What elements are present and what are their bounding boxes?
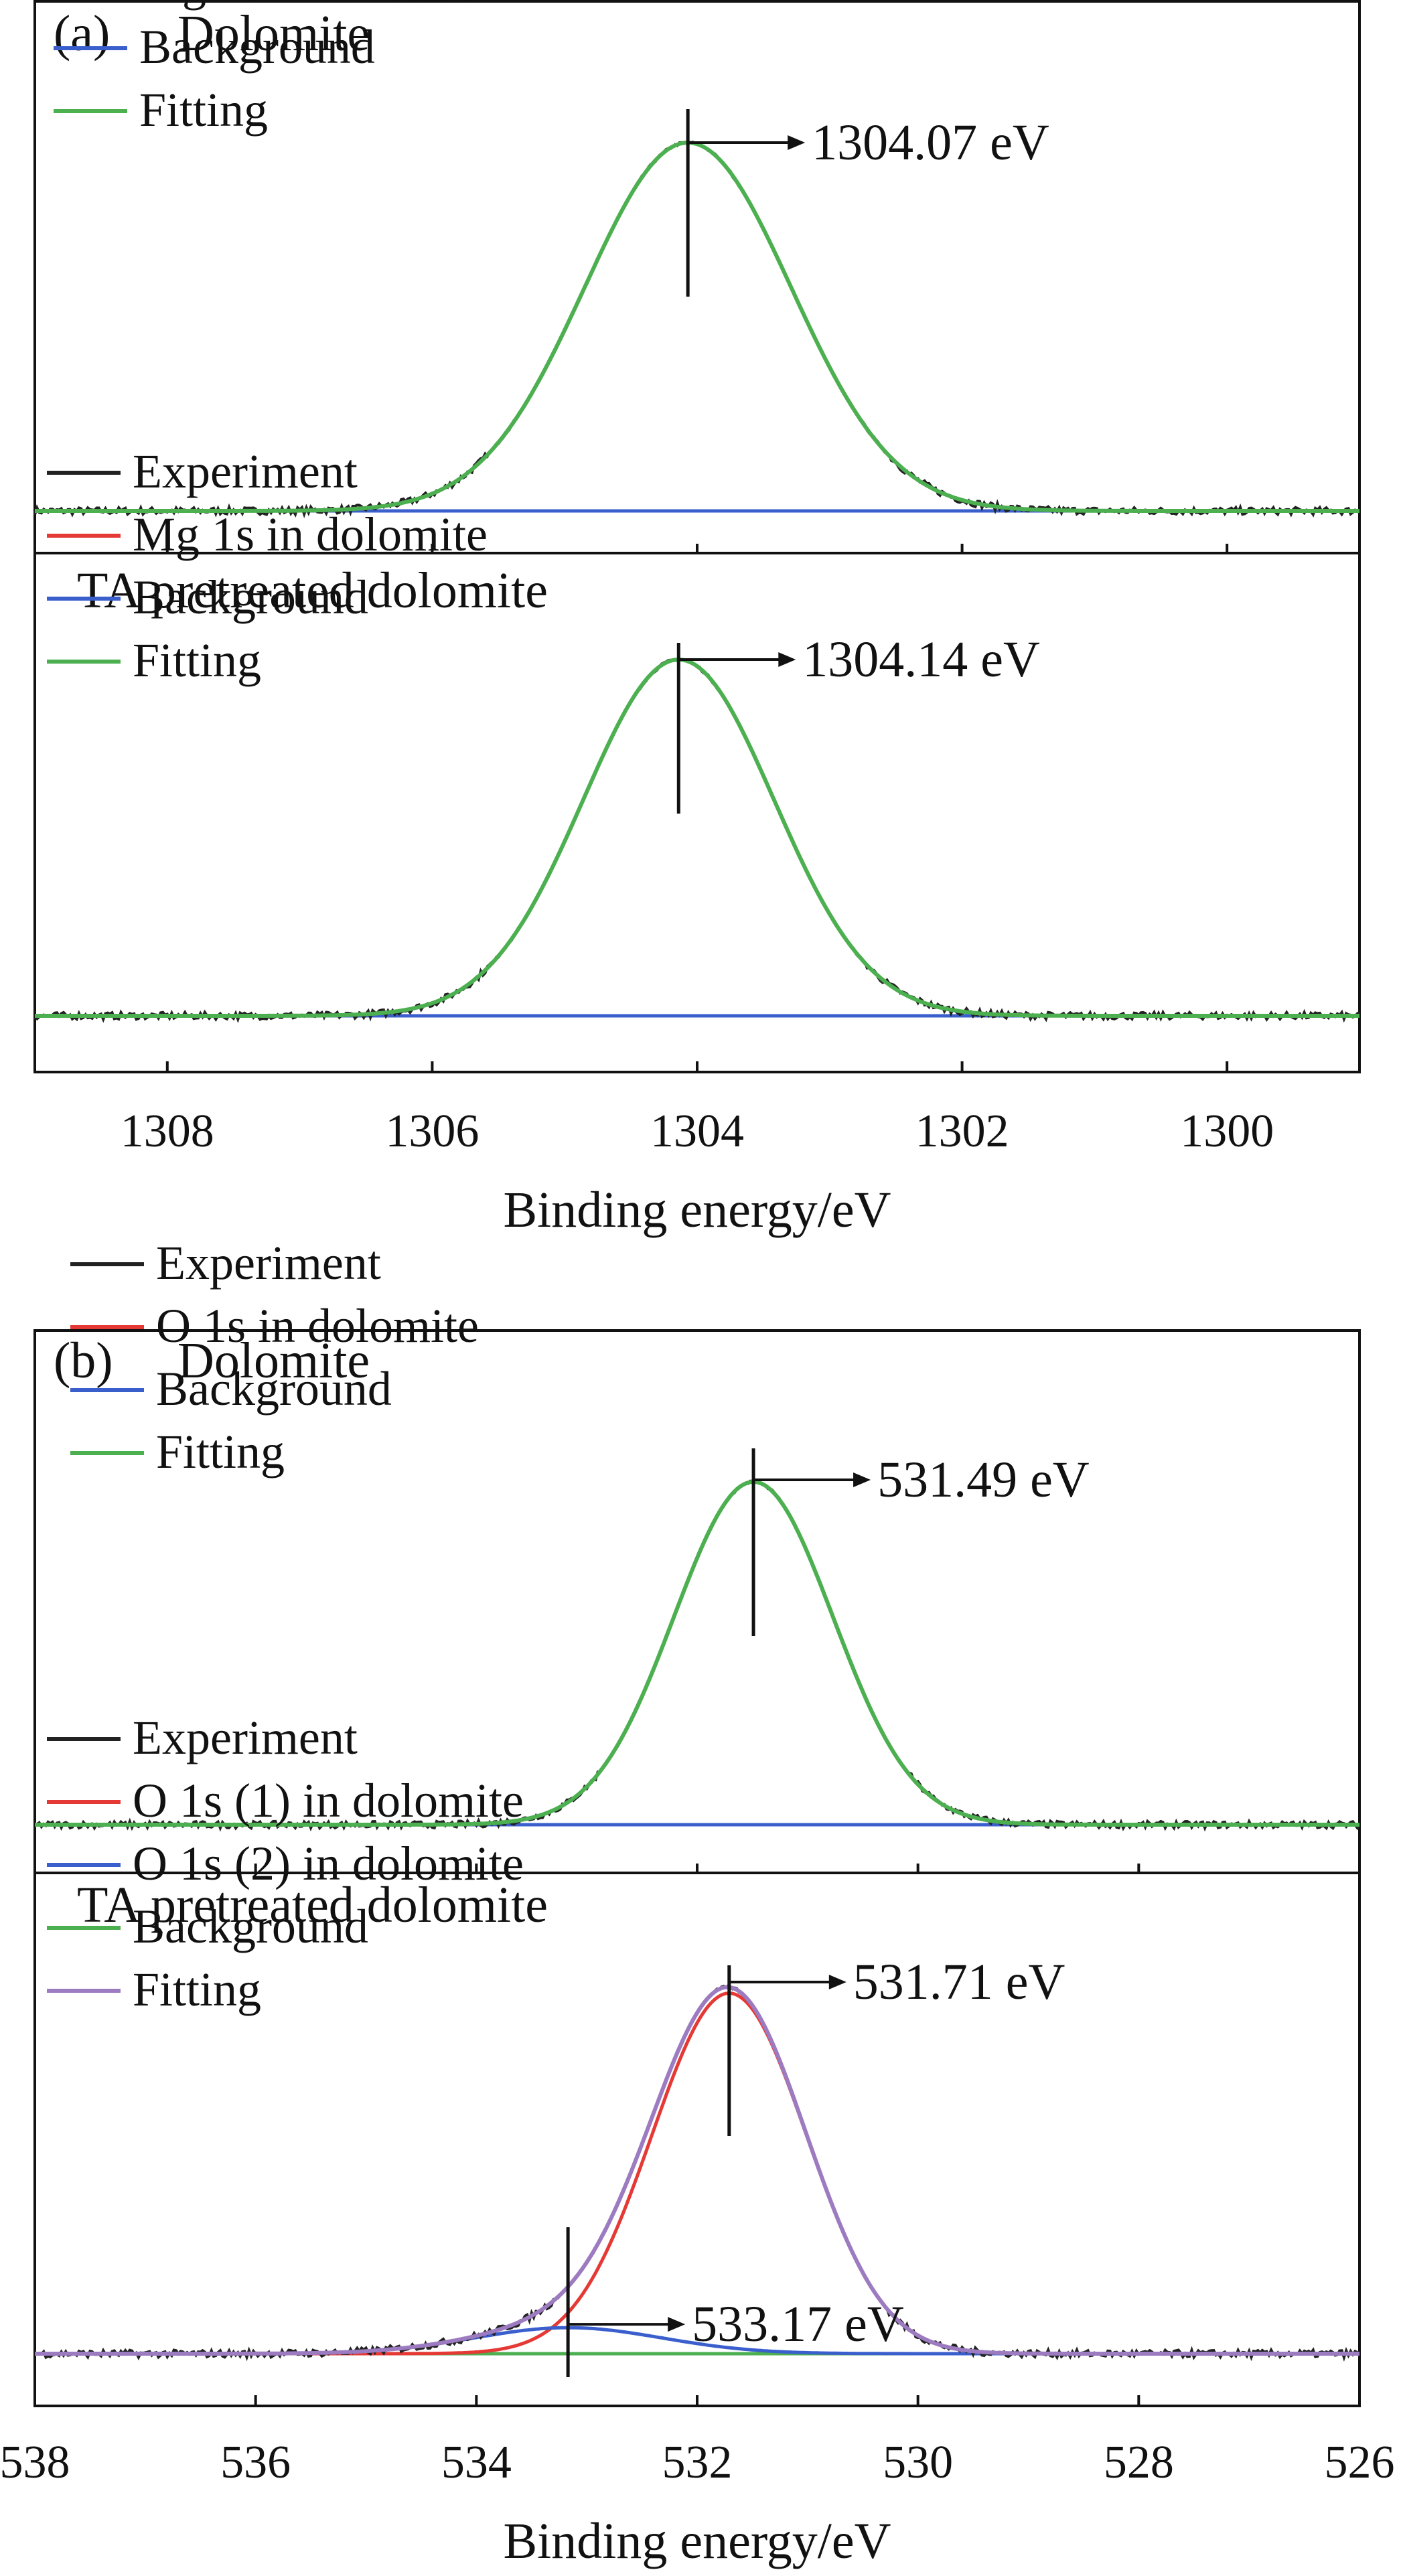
x-tick-label: 536 [220,2437,291,2488]
x-axis-label: Binding energy/eV [503,2513,891,2569]
x-tick-label: 1304 [650,1106,744,1157]
legend-label: Fitting [139,83,268,137]
x-tick-label: 532 [662,2437,733,2488]
peak-arrow-head [829,1975,846,1989]
x-tick-label: 1306 [385,1106,479,1157]
x-tick-label: 1300 [1180,1106,1274,1157]
legend-label: O 1s in dolomite [156,1299,479,1353]
legend-label: Background [133,1900,368,1953]
legend-label: O 1s (2) in dolomite [133,1837,524,1890]
peak-arrow-head [853,1472,871,1487]
peak-label: 531.49 eV [877,1452,1090,1508]
x-tick-label: 1308 [121,1106,214,1157]
series-component-peak [35,660,1359,1016]
x-tick-label: 526 [1325,2437,1395,2488]
legend-label: Fitting [133,1963,261,2016]
legend-label: Background [156,1362,392,1416]
peak-label: 1304.07 eV [812,115,1049,171]
peak-arrow-head [788,135,805,150]
legend-label: Mg 1s in dolomite [133,508,488,561]
peak-arrow-head [778,652,796,667]
legend-label: Background [139,20,375,74]
peak-label: 533.17 eV [692,2296,904,2352]
x-tick-label: 528 [1104,2437,1174,2488]
legend-label: Fitting [133,633,261,687]
legend-label: Experiment [133,445,358,498]
panel-label: (a) [54,5,110,62]
series-fitting [35,660,1359,1016]
chart-panel-b: 538 536 534 532 530 528 526 Binding energy/eV (b… [0,1236,1395,2569]
x-tick-label: 530 [883,2437,953,2488]
series-experiment [35,660,1359,1019]
legend-label: Experiment [156,1236,381,1290]
peak-label: 531.71 eV [853,1954,1065,2010]
subplot-dolomite: (a)DolomiteExperimentMg 1s in dolomiteBa… [35,0,1359,515]
x-tick-label: 534 [441,2437,512,2488]
peak-label: 1304.14 eV [802,631,1040,688]
peak-arrow-head [668,2317,685,2332]
x-tick-label: 538 [0,2437,70,2488]
legend-label: Experiment [133,1711,358,1764]
legend-label: Fitting [156,1425,285,1479]
legend-label: O 1s (1) in dolomite [133,1774,524,1827]
chart-panel-a: 1308 1306 1304 1302 1300 Binding energy/eV (a)… [35,0,1359,1238]
legend-label: Background [133,571,368,624]
x-tick-label: 1302 [915,1106,1009,1157]
legend-label: Mg 1s in dolomite [139,0,494,11]
panel-label: (b) [54,1333,113,1389]
x-axis-label: Binding energy/eV [503,1182,891,1238]
